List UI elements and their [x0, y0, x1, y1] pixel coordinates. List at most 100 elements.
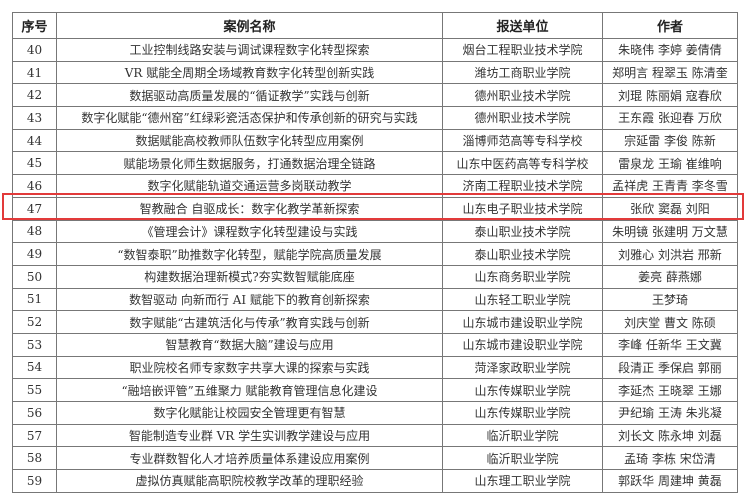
table-row: 45 赋能场景化师生数据服务，打通数据治理全链路 山东中医药高等专科学校 雷泉龙 王瑜…: [12, 151, 738, 176]
table-row: 41 VR 赋能全周期全场域教育数字化转型创新实践 潍坊工商职业学院 郑明言 程翠玉 …: [12, 60, 738, 85]
cell-no: 45: [12, 151, 57, 176]
cell-unit: 济南工程职业技术学院: [442, 174, 603, 198]
table-row: 47 智教融合 自驱成长：数字化教学革新探索 山东电子职业技术学院 张欣 窦磊 刘阳: [12, 196, 738, 221]
table-row: 52 数字赋能“古建筑活化与传承”教育实践与创新 山东城市建设职业学院 刘庆堂 曹文 …: [12, 310, 738, 334]
table-row: 42 数据驱动高质量发展的“循证教学”实践与创新 德州职业技术学院 刘琨 陈丽娟 寇春…: [12, 83, 738, 108]
cell-name: 职业院校名师专家数字共享大课的探索与实践: [56, 355, 443, 380]
cell-unit: 山东中医药高等专科学校: [442, 151, 603, 176]
table-row: 57 智能制造专业群 VR 学生实训教学建设与应用 临沂职业学院 刘长文 陈永坤 刘磊: [12, 423, 738, 448]
table-row: 40 工业控制线路安装与调试课程数字化转型探索 烟台工程职业技术学院 朱晓伟 李婷 姜…: [12, 38, 738, 62]
cell-author: 刘庆堂 曹文 陈硕: [602, 310, 738, 334]
cell-unit: 烟台工程职业技术学院: [442, 38, 603, 62]
cell-author: 朱明镜 张建明 万文慧: [602, 219, 738, 244]
cell-name: 数字化赋能让校园安全管理更有智慧: [56, 401, 443, 425]
cell-author: 雷泉龙 王瑜 崔维响: [602, 151, 738, 176]
header-no: 序号: [12, 12, 57, 39]
cell-no: 58: [12, 446, 57, 471]
cell-name: 数据赋能高校教师队伍数字化转型应用案例: [56, 128, 443, 153]
cell-name: 数字化赋能轨道交通运营多岗联动教学: [56, 174, 443, 198]
cell-author: 尹纪瑜 王涛 朱兆凝: [602, 401, 738, 425]
table-row: 49 “数智泰职”助推数字化转型，赋能学院高质量发展 泰山职业技术学院 刘雅心 刘洪岩…: [12, 242, 738, 266]
cell-no: 55: [12, 378, 57, 402]
cell-author: 宗延雷 李俊 陈新: [602, 128, 738, 153]
cell-no: 49: [12, 242, 57, 266]
cell-no: 57: [12, 423, 57, 448]
cell-name: 数据驱动高质量发展的“循证教学”实践与创新: [56, 83, 443, 108]
cell-author: 郭跃华 周建坤 黄磊: [602, 469, 738, 493]
cell-unit: 山东城市建设职业学院: [442, 310, 603, 334]
header-unit: 报送单位: [442, 12, 603, 39]
cell-name: 构建数据治理新模式?夯实数智赋能底座: [56, 264, 443, 289]
table-row: 50 构建数据治理新模式?夯实数智赋能底座 山东商务职业学院 姜亮 薛燕娜: [12, 264, 738, 289]
cell-unit: 山东理工职业学院: [442, 469, 603, 493]
cell-unit: 临沂职业学院: [442, 446, 603, 471]
table-row: 59 虚拟仿真赋能高职院校教学改革的理职经验 山东理工职业学院 郭跃华 周建坤 黄磊: [12, 469, 738, 493]
cell-author: 孟琦 李栋 宋岱清: [602, 446, 738, 471]
cell-name: 专业群数智化人才培养质量体系建设应用案例: [56, 446, 443, 471]
cell-name: “数智泰职”助推数字化转型，赋能学院高质量发展: [56, 242, 443, 266]
table-row: 48 《管理会计》课程数字化转型建设与实践 泰山职业技术学院 朱明镜 张建明 万文慧: [12, 219, 738, 244]
cell-author: 姜亮 薛燕娜: [602, 264, 738, 289]
table-row: 46 数字化赋能轨道交通运营多岗联动教学 济南工程职业技术学院 孟祥虎 王青青 李冬雪: [12, 174, 738, 198]
cell-unit: 山东商务职业学院: [442, 264, 603, 289]
cell-unit: 德州职业技术学院: [442, 83, 603, 108]
cell-name: 数字化赋能“德州窑”红绿彩瓷活态保护和传承创新的研究与实践: [56, 106, 443, 130]
cell-no: 54: [12, 355, 57, 380]
cell-unit: 潍坊工商职业学院: [442, 60, 603, 85]
cell-name: 《管理会计》课程数字化转型建设与实践: [56, 219, 443, 244]
header-name: 案例名称: [56, 12, 443, 39]
cell-author: 李峰 任新华 王文冀: [602, 332, 738, 357]
cell-unit: 山东电子职业技术学院: [442, 196, 603, 221]
table-row: 55 “融培嵌评管”五维聚力 赋能教育管理信息化建设 山东传媒职业学院 李延杰 王晓翠…: [12, 378, 738, 402]
cell-no: 46: [12, 174, 57, 198]
cell-name: “融培嵌评管”五维聚力 赋能教育管理信息化建设: [56, 378, 443, 402]
cell-no: 43: [12, 106, 57, 130]
cell-unit: 临沂职业学院: [442, 423, 603, 448]
cell-no: 42: [12, 83, 57, 108]
case-table: 序号 案例名称 报送单位 作者 40 工业控制线路安装与调试课程数字化转型探索 烟台…: [12, 12, 738, 493]
cell-author: 李延杰 王晓翠 王娜: [602, 378, 738, 402]
cell-name: 智教融合 自驱成长：数字化教学革新探索: [56, 196, 443, 221]
cell-name: 工业控制线路安装与调试课程数字化转型探索: [56, 38, 443, 62]
cell-no: 56: [12, 401, 57, 425]
cell-name: 智能制造专业群 VR 学生实训教学建设与应用: [56, 423, 443, 448]
cell-name: 数智驱动 向新而行 AI 赋能下的教育创新探索: [56, 287, 443, 312]
cell-name: 数字赋能“古建筑活化与传承”教育实践与创新: [56, 310, 443, 334]
table-row: 44 数据赋能高校教师队伍数字化转型应用案例 淄博师范高等专科学校 宗延雷 李俊 陈新: [12, 128, 738, 153]
table-row: 51 数智驱动 向新而行 AI 赋能下的教育创新探索 山东轻工职业学院 王梦琦: [12, 287, 738, 312]
cell-unit: 山东轻工职业学院: [442, 287, 603, 312]
table-row: 56 数字化赋能让校园安全管理更有智慧 山东传媒职业学院 尹纪瑜 王涛 朱兆凝: [12, 401, 738, 425]
cell-no: 44: [12, 128, 57, 153]
cell-unit: 德州职业技术学院: [442, 106, 603, 130]
cell-no: 50: [12, 264, 57, 289]
table-row: 54 职业院校名师专家数字共享大课的探索与实践 菏泽家政职业学院 段清正 季保启 郭丽: [12, 355, 738, 380]
table-header-row: 序号 案例名称 报送单位 作者: [12, 12, 738, 39]
cell-no: 41: [12, 60, 57, 85]
cell-no: 59: [12, 469, 57, 493]
cell-name: 虚拟仿真赋能高职院校教学改革的理职经验: [56, 469, 443, 493]
cell-author: 朱晓伟 李婷 姜倩倩: [602, 38, 738, 62]
cell-unit: 山东传媒职业学院: [442, 378, 603, 402]
table-row: 58 专业群数智化人才培养质量体系建设应用案例 临沂职业学院 孟琦 李栋 宋岱清: [12, 446, 738, 471]
cell-unit: 菏泽家政职业学院: [442, 355, 603, 380]
cell-unit: 泰山职业技术学院: [442, 242, 603, 266]
cell-name: VR 赋能全周期全场域教育数字化转型创新实践: [56, 60, 443, 85]
table-row: 53 智慧教育“数据大脑”建设与应用 山东城市建设职业学院 李峰 任新华 王文冀: [12, 332, 738, 357]
cell-no: 51: [12, 287, 57, 312]
cell-unit: 淄博师范高等专科学校: [442, 128, 603, 153]
cell-author: 刘长文 陈永坤 刘磊: [602, 423, 738, 448]
cell-name: 智慧教育“数据大脑”建设与应用: [56, 332, 443, 357]
cell-author: 王梦琦: [602, 287, 738, 312]
cell-unit: 泰山职业技术学院: [442, 219, 603, 244]
cell-no: 53: [12, 332, 57, 357]
cell-author: 张欣 窦磊 刘阳: [602, 196, 738, 221]
cell-author: 段清正 季保启 郭丽: [602, 355, 738, 380]
cell-author: 刘雅心 刘洪岩 邢新: [602, 242, 738, 266]
cell-author: 孟祥虎 王青青 李冬雪: [602, 174, 738, 198]
cell-no: 40: [12, 38, 57, 62]
cell-author: 刘琨 陈丽娟 寇春欣: [602, 83, 738, 108]
table-row: 43 数字化赋能“德州窑”红绿彩瓷活态保护和传承创新的研究与实践 德州职业技术学院王…: [12, 106, 738, 130]
cell-no: 52: [12, 310, 57, 334]
cell-unit: 山东城市建设职业学院: [442, 332, 603, 357]
cell-no: 47: [12, 196, 57, 221]
